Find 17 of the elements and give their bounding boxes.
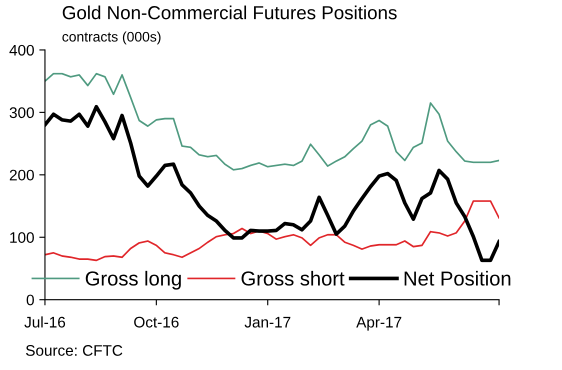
line-series <box>44 72 500 171</box>
chart-subtitle: contracts (000s) <box>62 31 161 44</box>
x-tick-label: Apr-17 <box>356 316 402 331</box>
x-tick-label: Oct-16 <box>134 316 179 328</box>
y-tick-label: 0 <box>26 294 34 306</box>
y-tick-label: 400 <box>9 44 34 56</box>
y-tick-label: 100 <box>10 232 34 243</box>
y-tick-label: 300 <box>10 107 34 118</box>
legend-label: Net Position <box>404 270 510 286</box>
line-series <box>44 200 500 262</box>
y-tick-label: 200 <box>10 170 34 181</box>
legend-label: Gross short <box>242 270 344 286</box>
chart-title: Gold Non-Commercial Futures Positions <box>62 6 397 20</box>
x-tick-label: Jan-17 <box>244 316 290 328</box>
x-tick-label: Jul-16 <box>24 316 66 328</box>
source-note: Source: CFTC <box>26 345 122 356</box>
legend-label: Gross long <box>86 270 181 290</box>
